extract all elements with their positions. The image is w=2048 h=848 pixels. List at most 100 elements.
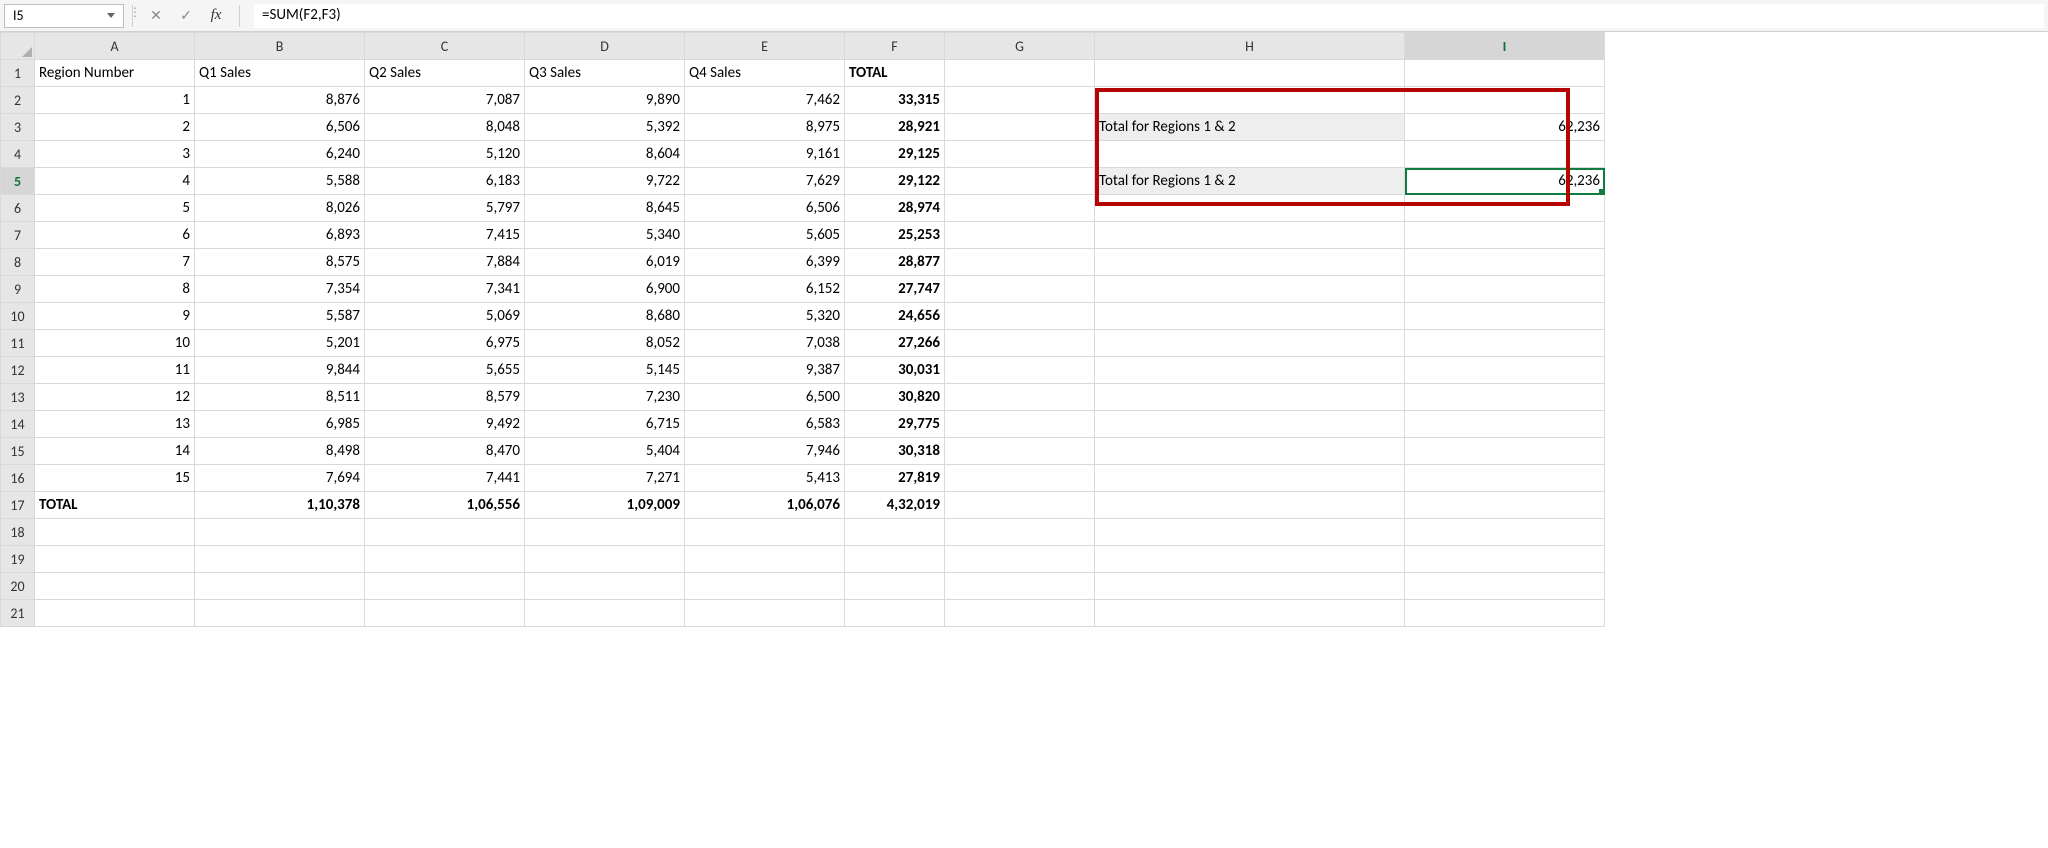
data-cell-D16[interactable]: 7,271	[525, 465, 685, 492]
data-cell-C2[interactable]: 7,087	[365, 87, 525, 114]
data-cell-E2[interactable]: 7,462	[685, 87, 845, 114]
empty-cell-E20[interactable]	[685, 573, 845, 600]
data-cell-D9[interactable]: 6,900	[525, 276, 685, 303]
data-cell-F8[interactable]: 28,877	[845, 249, 945, 276]
empty-cell-H13[interactable]	[1095, 384, 1405, 411]
empty-cell-H9[interactable]	[1095, 276, 1405, 303]
data-cell-A8[interactable]: 7	[35, 249, 195, 276]
empty-cell-G10[interactable]	[945, 303, 1095, 330]
row-header-5[interactable]: 5	[1, 168, 35, 195]
empty-cell-D19[interactable]	[525, 546, 685, 573]
row-header-9[interactable]: 9	[1, 276, 35, 303]
empty-cell-G8[interactable]	[945, 249, 1095, 276]
side-value-1[interactable]: 62,236	[1405, 114, 1605, 141]
data-cell-E6[interactable]: 6,506	[685, 195, 845, 222]
column-header-A[interactable]: A	[35, 33, 195, 60]
empty-cell-E19[interactable]	[685, 546, 845, 573]
empty-cell-D18[interactable]	[525, 519, 685, 546]
data-cell-E4[interactable]: 9,161	[685, 141, 845, 168]
column-header-B[interactable]: B	[195, 33, 365, 60]
empty-cell-B18[interactable]	[195, 519, 365, 546]
data-cell-E11[interactable]: 7,038	[685, 330, 845, 357]
empty-cell-H7[interactable]	[1095, 222, 1405, 249]
empty-cell-H19[interactable]	[1095, 546, 1405, 573]
data-cell-B9[interactable]: 7,354	[195, 276, 365, 303]
data-cell-A6[interactable]: 5	[35, 195, 195, 222]
row-header-21[interactable]: 21	[1, 600, 35, 627]
data-cell-C3[interactable]: 8,048	[365, 114, 525, 141]
data-cell-F12[interactable]: 30,031	[845, 357, 945, 384]
data-cell-B6[interactable]: 8,026	[195, 195, 365, 222]
data-cell-C7[interactable]: 7,415	[365, 222, 525, 249]
empty-cell-H18[interactable]	[1095, 519, 1405, 546]
row-header-15[interactable]: 15	[1, 438, 35, 465]
empty-cell-I4[interactable]	[1405, 141, 1605, 168]
data-cell-E5[interactable]: 7,629	[685, 168, 845, 195]
data-cell-F14[interactable]: 29,775	[845, 411, 945, 438]
empty-cell-G9[interactable]	[945, 276, 1095, 303]
empty-cell-G11[interactable]	[945, 330, 1095, 357]
data-cell-C8[interactable]: 7,884	[365, 249, 525, 276]
select-all-corner[interactable]	[1, 33, 35, 60]
data-cell-B14[interactable]: 6,985	[195, 411, 365, 438]
empty-cell-G6[interactable]	[945, 195, 1095, 222]
empty-cell-G17[interactable]	[945, 492, 1095, 519]
empty-cell-D20[interactable]	[525, 573, 685, 600]
row-header-18[interactable]: 18	[1, 519, 35, 546]
data-cell-D7[interactable]: 5,340	[525, 222, 685, 249]
data-cell-F5[interactable]: 29,122	[845, 168, 945, 195]
data-cell-F13[interactable]: 30,820	[845, 384, 945, 411]
column-header-I[interactable]: I	[1405, 33, 1605, 60]
empty-cell-B21[interactable]	[195, 600, 365, 627]
empty-cell-I10[interactable]	[1405, 303, 1605, 330]
empty-cell-H21[interactable]	[1095, 600, 1405, 627]
empty-cell-I1[interactable]	[1405, 60, 1605, 87]
empty-cell-I7[interactable]	[1405, 222, 1605, 249]
data-cell-A3[interactable]: 2	[35, 114, 195, 141]
header-cell-C[interactable]: Q2 Sales	[365, 60, 525, 87]
empty-cell-E18[interactable]	[685, 519, 845, 546]
data-cell-F9[interactable]: 27,747	[845, 276, 945, 303]
data-cell-F10[interactable]: 24,656	[845, 303, 945, 330]
data-cell-A16[interactable]: 15	[35, 465, 195, 492]
empty-cell-G12[interactable]	[945, 357, 1095, 384]
header-cell-D[interactable]: Q3 Sales	[525, 60, 685, 87]
data-cell-B8[interactable]: 8,575	[195, 249, 365, 276]
data-cell-F2[interactable]: 33,315	[845, 87, 945, 114]
empty-cell-G20[interactable]	[945, 573, 1095, 600]
column-header-C[interactable]: C	[365, 33, 525, 60]
row-header-19[interactable]: 19	[1, 546, 35, 573]
row-header-8[interactable]: 8	[1, 249, 35, 276]
header-cell-A[interactable]: Region Number	[35, 60, 195, 87]
data-cell-D10[interactable]: 8,680	[525, 303, 685, 330]
row-header-16[interactable]: 16	[1, 465, 35, 492]
data-cell-D14[interactable]: 6,715	[525, 411, 685, 438]
empty-cell-G2[interactable]	[945, 87, 1095, 114]
empty-cell-I20[interactable]	[1405, 573, 1605, 600]
empty-cell-H1[interactable]	[1095, 60, 1405, 87]
data-cell-B13[interactable]: 8,511	[195, 384, 365, 411]
data-cell-A9[interactable]: 8	[35, 276, 195, 303]
row-header-3[interactable]: 3	[1, 114, 35, 141]
row-header-10[interactable]: 10	[1, 303, 35, 330]
empty-cell-H14[interactable]	[1095, 411, 1405, 438]
empty-cell-C18[interactable]	[365, 519, 525, 546]
data-cell-A7[interactable]: 6	[35, 222, 195, 249]
row-header-11[interactable]: 11	[1, 330, 35, 357]
data-cell-F3[interactable]: 28,921	[845, 114, 945, 141]
total-cell-A[interactable]: TOTAL	[35, 492, 195, 519]
row-header-1[interactable]: 1	[1, 60, 35, 87]
data-cell-D15[interactable]: 5,404	[525, 438, 685, 465]
empty-cell-I14[interactable]	[1405, 411, 1605, 438]
row-header-13[interactable]: 13	[1, 384, 35, 411]
empty-cell-G7[interactable]	[945, 222, 1095, 249]
data-cell-A5[interactable]: 4	[35, 168, 195, 195]
data-cell-E10[interactable]: 5,320	[685, 303, 845, 330]
data-cell-A13[interactable]: 12	[35, 384, 195, 411]
data-cell-B4[interactable]: 6,240	[195, 141, 365, 168]
total-cell-D[interactable]: 1,09,009	[525, 492, 685, 519]
data-cell-D11[interactable]: 8,052	[525, 330, 685, 357]
data-cell-B10[interactable]: 5,587	[195, 303, 365, 330]
data-cell-B2[interactable]: 8,876	[195, 87, 365, 114]
data-cell-A15[interactable]: 14	[35, 438, 195, 465]
